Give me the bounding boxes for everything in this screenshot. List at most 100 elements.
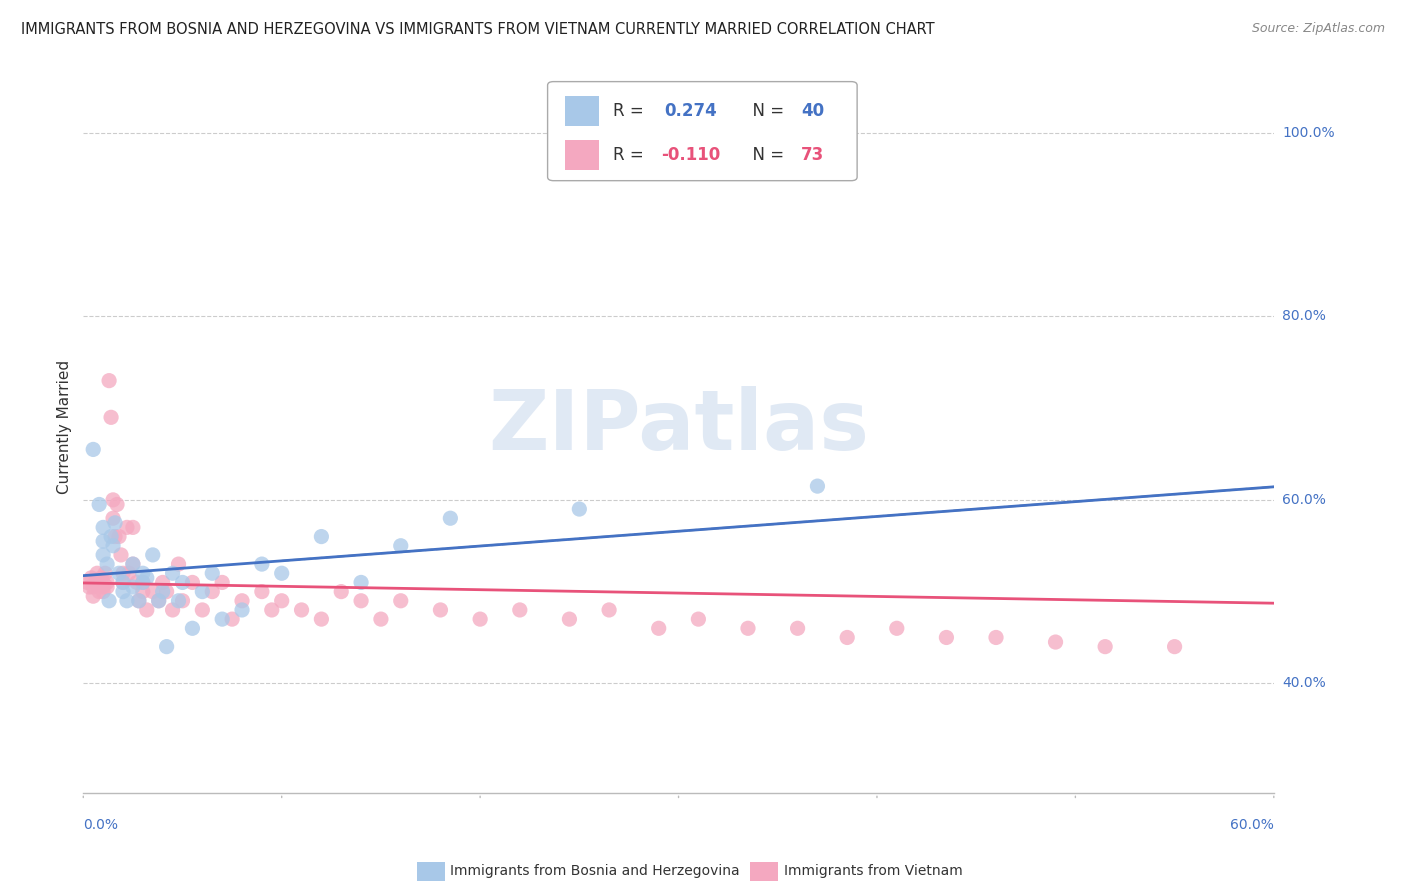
Point: [96, 557, 118, 571]
Point: [568, 502, 591, 516]
Point: [211, 575, 233, 590]
Point: [350, 594, 373, 608]
Point: [104, 530, 127, 544]
Point: [984, 631, 1007, 645]
Point: [100, 530, 122, 544]
Point: [1045, 635, 1067, 649]
Point: [91, 584, 114, 599]
Point: [786, 621, 808, 635]
Point: [125, 575, 148, 590]
Point: [181, 575, 204, 590]
Point: [128, 594, 150, 608]
Point: [108, 530, 131, 544]
Point: [429, 603, 451, 617]
Point: [167, 594, 190, 608]
Point: [370, 612, 392, 626]
Point: [82, 589, 104, 603]
Point: [468, 612, 491, 626]
Point: [89, 584, 111, 599]
Text: 73: 73: [801, 146, 824, 164]
Point: [311, 530, 333, 544]
Point: [439, 511, 461, 525]
Point: [330, 584, 353, 599]
Point: [250, 557, 273, 571]
Point: [156, 640, 179, 654]
Point: [101, 539, 124, 553]
Point: [128, 594, 150, 608]
Point: [115, 520, 138, 534]
Point: [104, 516, 127, 530]
Point: [250, 584, 273, 599]
Point: [152, 584, 174, 599]
Point: [82, 442, 104, 457]
Point: [122, 580, 145, 594]
Point: [231, 594, 253, 608]
Point: [89, 498, 111, 512]
Point: [290, 603, 312, 617]
FancyBboxPatch shape: [547, 81, 858, 181]
Point: [162, 566, 184, 581]
Point: [80, 571, 103, 585]
Point: [91, 575, 114, 590]
Point: [509, 603, 531, 617]
Text: Source: ZipAtlas.com: Source: ZipAtlas.com: [1251, 22, 1385, 36]
Text: 40: 40: [801, 102, 824, 120]
Point: [201, 566, 224, 581]
Point: [350, 575, 373, 590]
Point: [86, 566, 108, 581]
Point: [111, 575, 134, 590]
Text: 60.0%: 60.0%: [1230, 818, 1274, 832]
Point: [135, 603, 157, 617]
Point: [132, 575, 155, 590]
Point: [172, 575, 194, 590]
Point: [1094, 640, 1116, 654]
Point: [91, 580, 114, 594]
Text: 100.0%: 100.0%: [1282, 126, 1334, 140]
Point: [98, 594, 121, 608]
Point: [688, 612, 710, 626]
Point: [837, 631, 859, 645]
Text: N =: N =: [741, 146, 789, 164]
Point: [1163, 640, 1185, 654]
Point: [84, 575, 107, 590]
Point: [82, 580, 104, 594]
Point: [191, 603, 214, 617]
Text: R =: R =: [613, 146, 650, 164]
Point: [152, 575, 174, 590]
Text: 80.0%: 80.0%: [1282, 310, 1326, 324]
Point: [100, 410, 122, 425]
Text: 0.274: 0.274: [664, 102, 717, 120]
Point: [389, 539, 412, 553]
Text: 40.0%: 40.0%: [1282, 676, 1326, 690]
Point: [98, 374, 121, 388]
Y-axis label: Currently Married: Currently Married: [58, 359, 72, 493]
Point: [132, 575, 155, 590]
Text: Immigrants from Vietnam: Immigrants from Vietnam: [783, 864, 963, 879]
Point: [96, 575, 118, 590]
Point: [142, 584, 165, 599]
Point: [162, 603, 184, 617]
Point: [156, 584, 179, 599]
Point: [105, 498, 128, 512]
Point: [142, 548, 165, 562]
Point: [135, 571, 157, 585]
Point: [115, 594, 138, 608]
Text: N =: N =: [741, 102, 789, 120]
Point: [122, 557, 145, 571]
Text: 0.0%: 0.0%: [83, 818, 118, 832]
Text: R =: R =: [613, 102, 654, 120]
Text: IMMIGRANTS FROM BOSNIA AND HERZEGOVINA VS IMMIGRANTS FROM VIETNAM CURRENTLY MARR: IMMIGRANTS FROM BOSNIA AND HERZEGOVINA V…: [21, 22, 935, 37]
Point: [148, 594, 170, 608]
Point: [132, 566, 155, 581]
FancyBboxPatch shape: [565, 96, 599, 126]
Point: [148, 594, 170, 608]
Point: [558, 612, 581, 626]
Text: 60.0%: 60.0%: [1282, 493, 1326, 507]
Point: [91, 548, 114, 562]
Point: [111, 566, 134, 581]
Point: [191, 584, 214, 599]
FancyBboxPatch shape: [565, 140, 599, 169]
Point: [111, 575, 134, 590]
Point: [90, 571, 112, 585]
Point: [311, 612, 333, 626]
